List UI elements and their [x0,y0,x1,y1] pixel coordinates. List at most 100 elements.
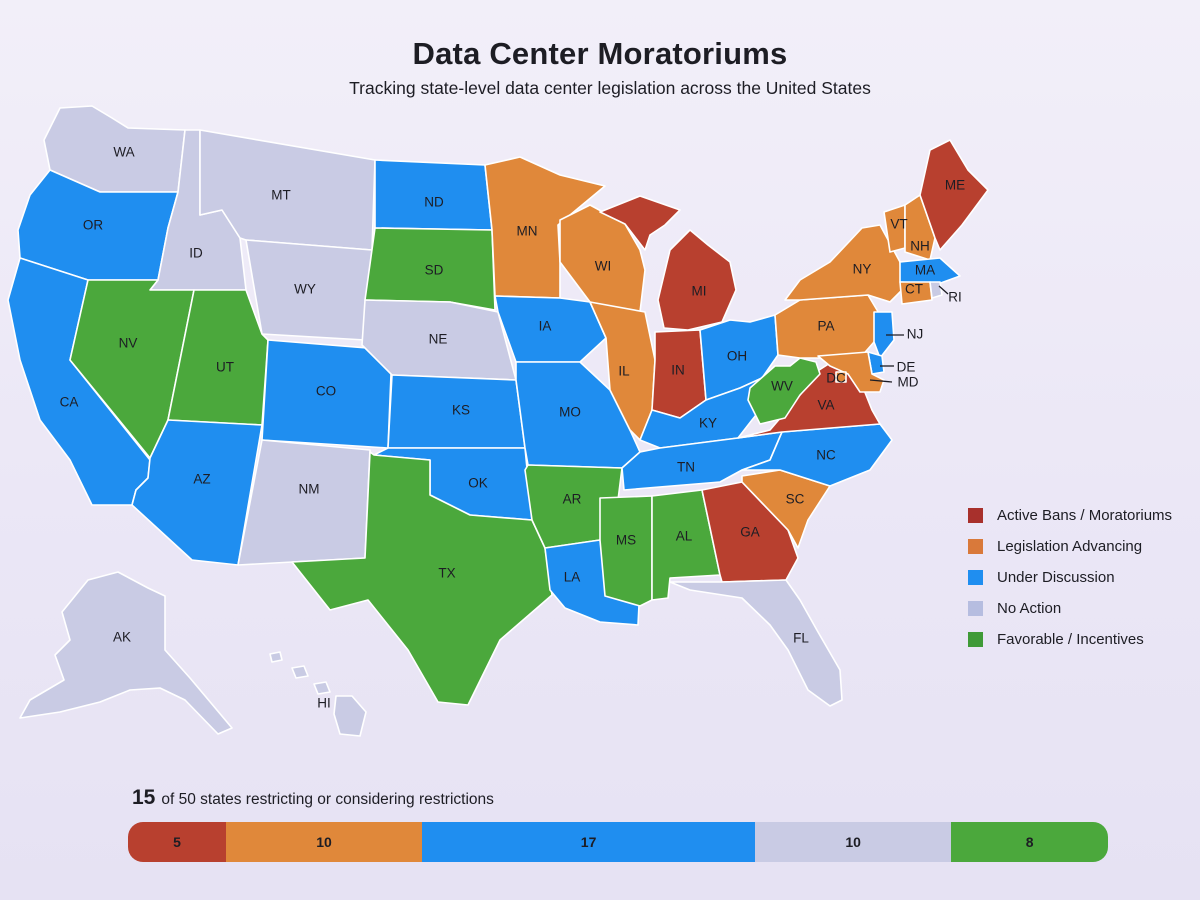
state-label-nd: ND [424,195,444,210]
state-label-wy: WY [294,282,316,297]
bar-segment-legislation-advancing: 10 [226,822,422,862]
legend-item-favorable: Favorable / Incentives [968,624,1172,655]
state-label-nh: NH [910,239,930,254]
state-label-la: LA [564,570,581,585]
state-label-in: IN [671,363,685,378]
bar-segment-no-action: 10 [755,822,952,862]
state-mn [484,156,606,299]
state-label-id: ID [189,246,203,261]
states-layer [7,105,989,737]
legend-label: Active Bans / Moratoriums [997,507,1173,524]
state-dc [835,371,847,383]
state-label-pa: PA [817,319,834,334]
state-label-sd: SD [425,263,444,278]
state-ny [784,224,903,303]
legend-label: Under Discussion [997,569,1115,586]
state-md [817,351,885,393]
legend-label: Legislation Advancing [997,538,1143,555]
state-label-wa: WA [113,145,134,160]
state-label-md: MD [898,375,919,390]
state-label-mo: MO [559,405,581,420]
legend-item-legislation-advancing: Legislation Advancing [968,531,1172,562]
state-label-wv: WV [771,379,793,394]
bar-segment-favorable: 8 [951,822,1108,862]
state-ri [929,281,943,299]
state-fl [669,579,843,707]
label-leaders [869,285,949,383]
state-label-co: CO [316,384,336,399]
bar-segment-count: 10 [845,834,861,850]
state-label-tn: TN [677,460,695,475]
state-label-ks: KS [452,403,470,418]
bar-segment-count: 5 [173,834,181,850]
state-label-al: AL [676,529,693,544]
state-labels: WA OR CA ID NV MT WY UT AZ CO NM ND SD NE KS OK TX MN IA MO… [60,145,966,711]
state-label-ar: AR [563,492,582,507]
legend-item-no-action: No Action [968,593,1172,624]
legend-item-active-bans: Active Bans / Moratoriums [968,500,1172,531]
state-label-nc: NC [816,448,836,463]
state-label-mi: MI [692,284,707,299]
summary-text: of 50 states restricting or considering … [161,791,494,808]
legend-swatch [968,632,983,647]
state-label-ga: GA [740,525,760,540]
state-label-ut: UT [216,360,234,375]
ri-leader-line [938,285,949,295]
state-ia [494,295,607,363]
legend-swatch [968,570,983,585]
state-wv [747,357,821,425]
state-label-de: DE [897,360,916,375]
legend-swatch [968,601,983,616]
state-me [919,139,989,251]
state-ms [599,495,653,607]
state-nj [873,311,895,359]
state-label-ok: OK [468,476,488,491]
state-label-ct: CT [905,282,923,297]
state-label-ia: IA [539,319,552,334]
state-label-va: VA [817,398,834,413]
state-hi [269,651,367,737]
state-label-ny: NY [853,262,872,277]
legend-label: Favorable / Incentives [997,631,1144,648]
state-label-or: OR [83,218,104,233]
state-nh [904,194,936,261]
state-label-dc: DC [826,371,846,386]
page-subtitle: Tracking state-level data center legisla… [349,78,871,98]
state-tx [291,451,553,706]
state-label-mn: MN [517,224,538,239]
page-title: Data Center Moratoriums [412,36,788,71]
state-label-me: ME [945,178,965,193]
state-nm [237,439,371,566]
map-legend: Active Bans / Moratoriums Legislation Ad… [968,500,1172,655]
bar-segment-active-bans: 5 [128,822,226,862]
state-mi [599,195,737,331]
state-label-hi: HI [317,696,331,711]
state-label-sc: SC [786,492,805,507]
state-label-ms: MS [616,533,636,548]
state-label-ma: MA [915,263,935,278]
legend-swatch [968,508,983,523]
state-label-az: AZ [193,472,210,487]
bar-segment-count: 8 [1025,834,1034,850]
summary-line: 15 of 50 states restricting or consideri… [132,786,494,810]
state-label-il: IL [618,364,630,379]
legend-label: No Action [997,600,1062,617]
bar-segment-under-discussion: 17 [422,822,756,862]
status-distribution-bar: 5 10 17 10 8 [128,822,1108,862]
legend-swatch [968,539,983,554]
state-label-nv: NV [119,336,138,351]
state-label-vt: VT [890,217,907,232]
summary-count: 15 [132,786,156,809]
state-label-ri: RI [948,290,962,305]
legend-item-under-discussion: Under Discussion [968,562,1172,593]
state-label-nm: NM [299,482,320,497]
state-label-oh: OH [727,349,747,364]
state-label-fl: FL [793,631,809,646]
state-ak [19,571,233,735]
state-ma [899,257,961,285]
state-label-mt: MT [271,188,291,203]
md-leader-line [869,379,893,383]
state-nc [741,423,893,487]
state-label-ak: AK [113,630,131,645]
bar-segment-count: 17 [580,834,597,850]
